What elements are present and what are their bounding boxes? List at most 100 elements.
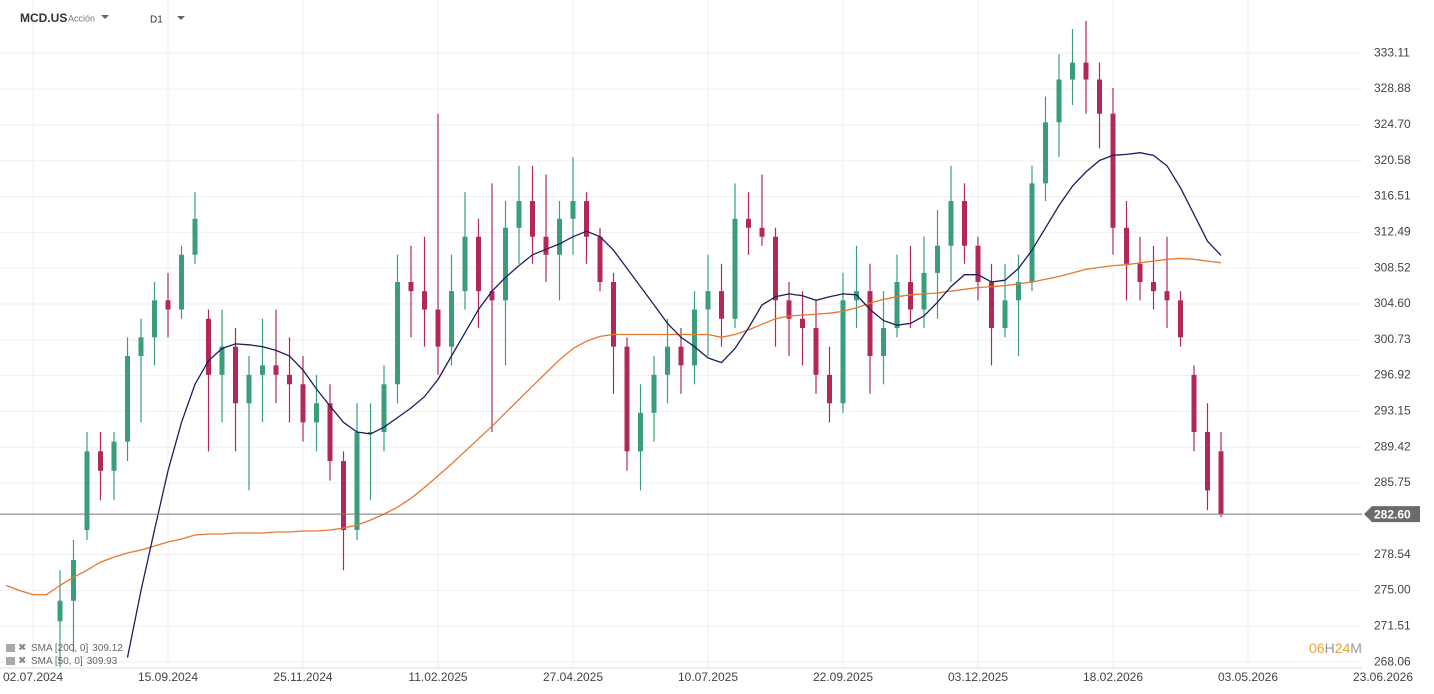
legend-value: 309.12 <box>92 643 123 654</box>
y-tick-label: 312.49 <box>1374 225 1411 239</box>
candle-body <box>476 236 481 292</box>
candle-body <box>314 403 319 423</box>
candle-body <box>84 451 90 531</box>
sma-line <box>126 152 1222 658</box>
candle-body <box>692 309 697 366</box>
candle-body <box>962 201 967 246</box>
y-tick-label: 316.51 <box>1374 189 1411 203</box>
candle-body <box>1151 282 1156 292</box>
candle-body <box>71 560 76 601</box>
candle-body <box>638 412 643 452</box>
candle-body <box>1218 451 1224 515</box>
candle-body <box>1070 62 1075 80</box>
marks <box>0 20 1362 667</box>
candle-body <box>125 356 130 442</box>
y-tick-label: 275.00 <box>1374 583 1411 597</box>
countdown-hours: 06 <box>1309 640 1325 656</box>
legend-icon[interactable] <box>6 657 15 665</box>
symbol-dropdown[interactable] <box>101 15 109 19</box>
candle-body <box>1191 374 1197 433</box>
timeframe[interactable]: D1 <box>150 15 163 26</box>
candle-body <box>894 282 900 329</box>
candle-body <box>665 346 670 375</box>
candle-body <box>111 441 117 471</box>
candle-body <box>1164 291 1170 301</box>
candle-body <box>570 201 576 219</box>
y-tick-label: 293.15 <box>1374 404 1411 418</box>
instrument-kind: Acción <box>68 13 95 23</box>
candle-body <box>449 291 454 347</box>
countdown-minutes: 24 <box>1335 640 1351 656</box>
candle-body <box>1137 263 1143 283</box>
y-tick-label: 289.42 <box>1374 439 1411 453</box>
candle-body <box>206 318 211 375</box>
x-tick-label: 03.05.2026 <box>1218 670 1278 684</box>
y-tick-label: 296.92 <box>1374 368 1411 382</box>
y-tick-label: 320.58 <box>1374 153 1411 167</box>
candle-body <box>840 300 846 404</box>
labels: 333.11 328.88 324.70 320.58 316.51 312.49 308.… <box>3 45 1420 684</box>
candle-body <box>1110 113 1116 228</box>
candle-body <box>813 328 819 375</box>
candle-body <box>462 236 468 292</box>
candle-body <box>1097 79 1102 114</box>
candle-body <box>287 374 292 385</box>
legend-entry: SMA [50, 0] 309.93 <box>31 656 118 667</box>
candle-body <box>678 346 684 366</box>
legend-name: SMA [50, 0] <box>31 656 83 667</box>
candle-body <box>327 403 333 462</box>
candle-body <box>1029 183 1035 283</box>
candle-body <box>98 451 103 471</box>
x-tick-label: 23.06.2026 <box>1353 670 1413 684</box>
candle-body <box>165 300 171 310</box>
symbol[interactable]: MCD.US <box>20 11 67 25</box>
candle-body <box>246 374 252 404</box>
candle-body <box>651 374 657 413</box>
x-tick-label: 03.12.2025 <box>948 670 1008 684</box>
x-tick-label: 27.04.2025 <box>543 670 603 684</box>
last-price-tag <box>1364 506 1420 523</box>
y-tick-label: 278.54 <box>1374 547 1411 561</box>
candle-body <box>152 300 157 338</box>
x-tick-label: 18.02.2026 <box>1083 670 1143 684</box>
y-tick-label: 285.75 <box>1374 475 1411 489</box>
candle-body <box>435 309 441 347</box>
candle-body <box>827 374 832 404</box>
candle-body <box>948 201 954 246</box>
candle-body <box>908 282 913 310</box>
y-tick-label: 268.06 <box>1374 654 1411 668</box>
candle-body <box>921 272 927 310</box>
x-tick-label: 02.07.2024 <box>3 670 63 684</box>
candle-body <box>624 346 630 452</box>
y-tick-label: 300.73 <box>1374 332 1411 346</box>
x-tick-label: 10.07.2025 <box>678 670 738 684</box>
candle-body <box>368 432 373 434</box>
candle-body <box>300 384 306 423</box>
legend-icon[interactable] <box>6 644 15 652</box>
candle-body <box>732 218 738 319</box>
candle-body <box>881 328 886 357</box>
candle-body <box>422 291 427 310</box>
candle-body <box>759 227 765 237</box>
legend-close[interactable]: ✖ <box>18 643 26 654</box>
candle-body <box>1124 227 1129 264</box>
legend-value: 309.93 <box>87 656 118 667</box>
candle-body <box>516 201 522 228</box>
candle-body <box>138 337 144 357</box>
candle-body <box>395 282 400 385</box>
timeframe-dropdown[interactable] <box>177 16 185 20</box>
candle-body <box>786 300 792 319</box>
countdown-m: M <box>1350 640 1362 656</box>
candle-body <box>1056 79 1062 123</box>
candle-body <box>354 432 360 531</box>
candle-body <box>260 365 265 375</box>
x-tick-label: 11.02.2025 <box>408 670 467 684</box>
legend-close[interactable]: ✖ <box>18 656 26 667</box>
candle-body <box>935 245 940 273</box>
countdown-h: H <box>1325 640 1335 656</box>
candle-body <box>867 291 873 357</box>
candle-body <box>273 365 279 375</box>
